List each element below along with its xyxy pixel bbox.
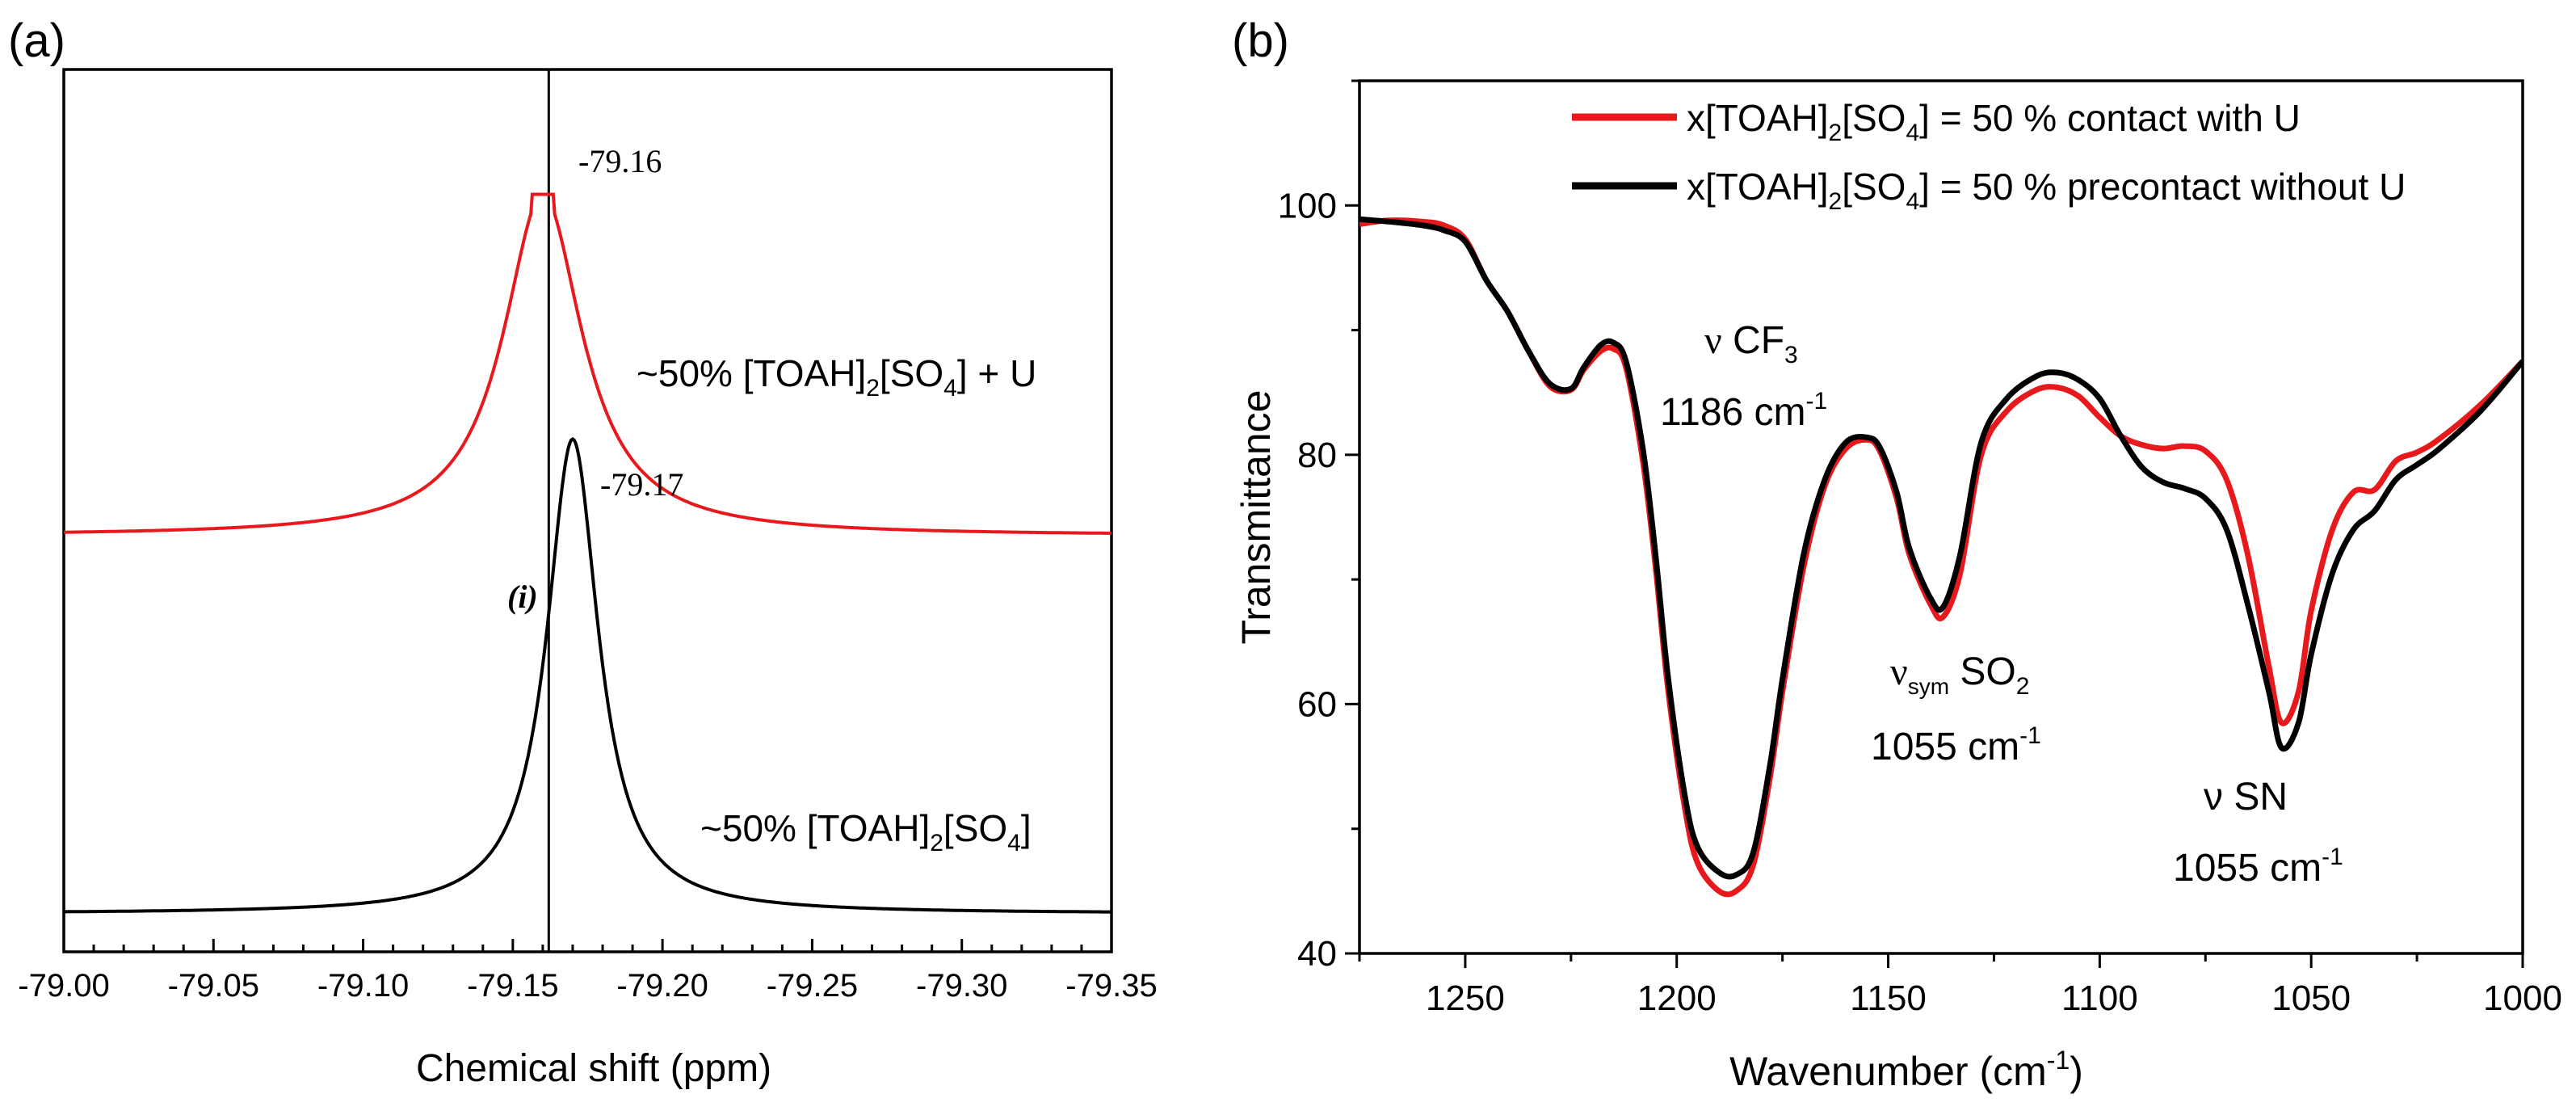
panel-a-frame bbox=[62, 68, 1113, 953]
red-peak-label: -79.16 bbox=[578, 143, 662, 179]
legend-entry-black: x[TOAH]2[SO4] = 50 % precontact without … bbox=[1687, 166, 2406, 215]
panel-b: (b) 1250 1200 1150 1100 1050 1000 40 60 80 100 x… bbox=[1232, 15, 2562, 1094]
x-tick-label: 1100 bbox=[2061, 978, 2138, 1018]
black-spectrum-line bbox=[64, 436, 1112, 914]
y-tick-label: 40 bbox=[1297, 934, 1337, 974]
x-tick-label: 1200 bbox=[1637, 978, 1717, 1018]
panel-a-x-axis-title: Chemical shift (ppm) bbox=[416, 1047, 771, 1090]
x-tick-label: -79.15 bbox=[467, 968, 558, 1004]
red-spectrum-line bbox=[64, 192, 1112, 535]
panel-a-plot-area bbox=[64, 69, 1112, 952]
panel-b-plot-area bbox=[1359, 216, 2523, 898]
x-tick-label: -79.30 bbox=[916, 968, 1007, 1004]
red-series-label: ~50% [TOAH]2[SO4] + U bbox=[637, 352, 1036, 402]
panel-a-label: (a) bbox=[8, 15, 65, 67]
legend-entry-red: x[TOAH]2[SO4] = 50 % contact with U bbox=[1687, 97, 2301, 146]
legend: x[TOAH]2[SO4] = 50 % contact with U x[TO… bbox=[1572, 97, 2406, 215]
panel-b-x-axis-title: Wavenumber (cm-1) bbox=[1729, 1046, 2083, 1094]
x-tick-label: -79.20 bbox=[616, 968, 708, 1004]
y-tick-label: 60 bbox=[1297, 684, 1337, 724]
x-tick-label: -79.25 bbox=[767, 968, 858, 1004]
red-ir-spectrum-line bbox=[1359, 217, 2523, 898]
x-tick-label: -79.00 bbox=[18, 968, 109, 1004]
x-tick-label: -79.05 bbox=[168, 968, 259, 1004]
panel-b-y-ticks: 40 60 80 100 bbox=[1278, 79, 1359, 974]
annotation-cf3-mode: ν CF3 bbox=[1704, 319, 1798, 368]
x-tick-label: -79.35 bbox=[1065, 968, 1157, 1004]
panel-b-frame bbox=[1358, 79, 2524, 955]
annotation-sn-wavenumber: 1055 cm-1 bbox=[2173, 844, 2343, 890]
y-tick-label: 80 bbox=[1297, 436, 1337, 475]
panel-a: (a) -79.00 -79.05 -79.10 -79.15 -79.20 -79.25… bbox=[8, 15, 1158, 1090]
x-tick-label: 1250 bbox=[1426, 978, 1505, 1018]
annotation-so2-wavenumber: 1055 cm-1 bbox=[1871, 722, 2041, 768]
x-tick-label: 1000 bbox=[2483, 978, 2562, 1018]
annotation-so2-mode: νsym SO2 bbox=[1890, 650, 2029, 700]
marker-label: (i) bbox=[507, 579, 538, 615]
panel-b-x-ticks: 1250 1200 1150 1100 1050 1000 bbox=[1358, 953, 2562, 1018]
black-ir-spectrum-line bbox=[1359, 216, 2523, 880]
panel-b-label: (b) bbox=[1232, 15, 1289, 67]
panel-b-y-axis-title: Transmittance bbox=[1233, 390, 1279, 645]
black-peak-label: -79.17 bbox=[600, 466, 683, 503]
x-tick-label: 1150 bbox=[1850, 978, 1927, 1018]
y-tick-label: 100 bbox=[1278, 186, 1337, 225]
panel-a-x-ticks: -79.00 -79.05 -79.10 -79.15 -79.20 -79.25 -79.… bbox=[18, 939, 1158, 1004]
annotation-cf3-wavenumber: 1186 cm-1 bbox=[1660, 388, 1827, 434]
x-tick-label: -79.10 bbox=[317, 968, 409, 1004]
black-series-label: ~50% [TOAH]2[SO4] bbox=[700, 807, 1032, 856]
annotation-sn-mode: ν SN bbox=[2204, 776, 2288, 819]
x-tick-label: 1050 bbox=[2271, 978, 2351, 1018]
